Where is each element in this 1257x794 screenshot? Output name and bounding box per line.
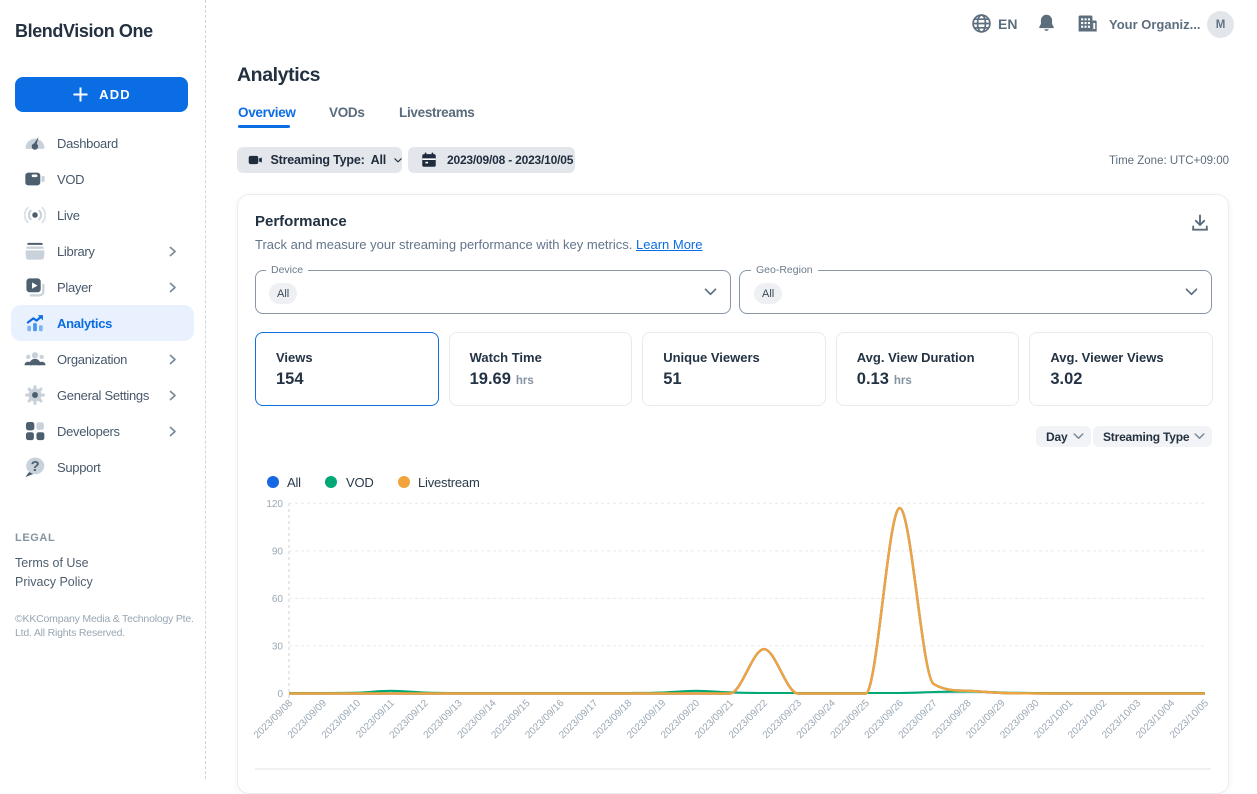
svg-text:30: 30 [272, 641, 284, 652]
svg-text:90: 90 [272, 546, 284, 557]
svg-text:120: 120 [266, 499, 283, 510]
svg-text:60: 60 [272, 594, 284, 605]
svg-text:?: ? [31, 459, 40, 475]
svg-text:0: 0 [277, 689, 283, 700]
